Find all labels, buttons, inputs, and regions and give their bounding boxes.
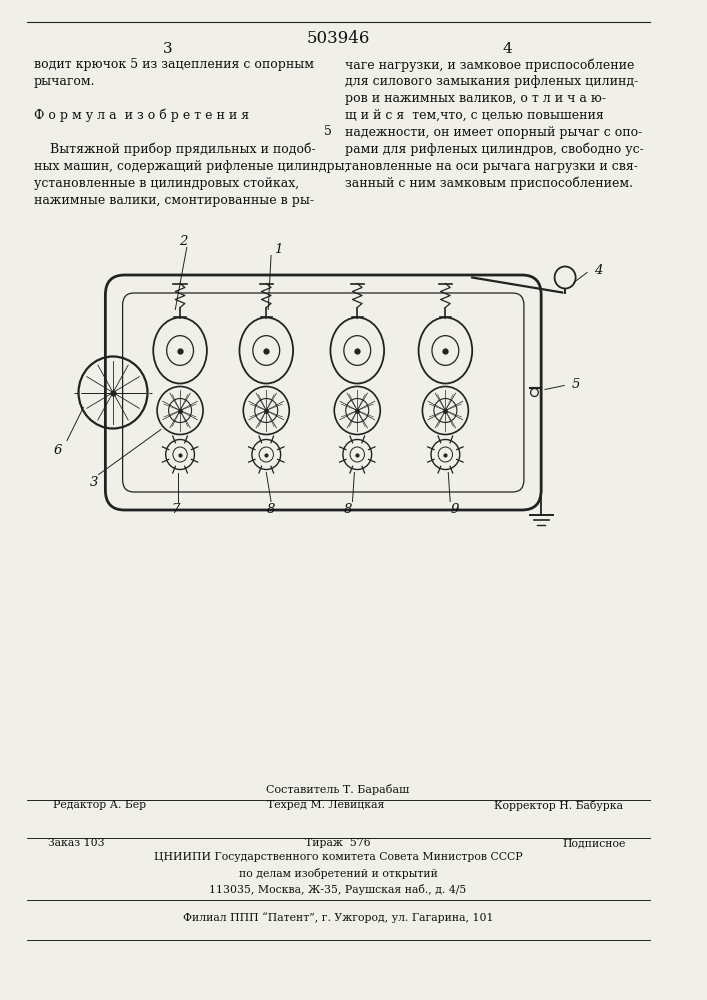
Text: надежности, он имеет опорный рычаг с опо-: надежности, он имеет опорный рычаг с опо…	[345, 126, 642, 139]
Text: ных машин, содержащий рифленые цилиндры,: ных машин, содержащий рифленые цилиндры,	[33, 160, 348, 173]
Text: Подписное: Подписное	[562, 838, 626, 848]
Text: Тираж  576: Тираж 576	[305, 838, 371, 848]
Text: 503946: 503946	[306, 30, 370, 47]
Text: Филиал ППП “Патент”, г. Ужгород, ул. Гагарина, 101: Филиал ППП “Патент”, г. Ужгород, ул. Гаг…	[183, 912, 493, 923]
Text: Техред М. Левицкая: Техред М. Левицкая	[267, 800, 385, 810]
Text: 5: 5	[324, 125, 332, 138]
Text: водит крючок 5 из зацепления с опорным: водит крючок 5 из зацепления с опорным	[33, 58, 313, 71]
Text: чаге нагрузки, и замковое приспособление: чаге нагрузки, и замковое приспособление	[345, 58, 634, 72]
Text: 4: 4	[503, 42, 513, 56]
Text: ЦНИИПИ Государственного комитета Совета Министров СССР: ЦНИИПИ Государственного комитета Совета …	[154, 852, 522, 862]
Text: 5: 5	[571, 378, 580, 391]
Text: нажимные валики, смонтированные в ры-: нажимные валики, смонтированные в ры-	[33, 194, 313, 207]
Text: Корректор Н. Бабурка: Корректор Н. Бабурка	[493, 800, 623, 811]
Text: 9: 9	[451, 503, 459, 516]
Text: рычагом.: рычагом.	[33, 75, 95, 88]
Text: 2: 2	[179, 235, 187, 248]
Text: Вытяжной прибор прядильных и подоб-: Вытяжной прибор прядильных и подоб-	[33, 143, 315, 156]
Text: Ф о р м у л а  и з о б р е т е н и я: Ф о р м у л а и з о б р е т е н и я	[33, 109, 249, 122]
Text: 8: 8	[267, 503, 275, 516]
Text: тановленные на оси рычага нагрузки и свя-: тановленные на оси рычага нагрузки и свя…	[345, 160, 638, 173]
Text: рами для рифленых цилиндров, свободно ус-: рами для рифленых цилиндров, свободно ус…	[345, 143, 643, 156]
Text: Составитель Т. Барабаш: Составитель Т. Барабаш	[267, 784, 410, 795]
Text: 3: 3	[90, 476, 98, 489]
Text: 1: 1	[274, 243, 282, 256]
Text: 7: 7	[171, 503, 180, 516]
Text: 113035, Москва, Ж-35, Раушская наб., д. 4/5: 113035, Москва, Ж-35, Раушская наб., д. …	[209, 884, 467, 895]
Text: установленные в цилиндровых стойках,: установленные в цилиндровых стойках,	[33, 177, 298, 190]
Text: Редактор А. Бер: Редактор А. Бер	[53, 800, 146, 810]
Text: Заказ 103: Заказ 103	[48, 838, 105, 848]
Text: щ и й с я  тем,что, с целью повышения: щ и й с я тем,что, с целью повышения	[345, 109, 604, 122]
Text: ров и нажимных валиков, о т л и ч а ю-: ров и нажимных валиков, о т л и ч а ю-	[345, 92, 606, 105]
Text: занный с ним замковым приспособлением.: занный с ним замковым приспособлением.	[345, 177, 633, 190]
Text: для силового замыкания рифленых цилинд-: для силового замыкания рифленых цилинд-	[345, 75, 638, 88]
Text: по делам изобретений и открытий: по делам изобретений и открытий	[239, 868, 438, 879]
Text: 4: 4	[595, 264, 603, 277]
Text: 8: 8	[344, 503, 352, 516]
Text: 3: 3	[163, 42, 173, 56]
Text: 6: 6	[53, 444, 62, 457]
